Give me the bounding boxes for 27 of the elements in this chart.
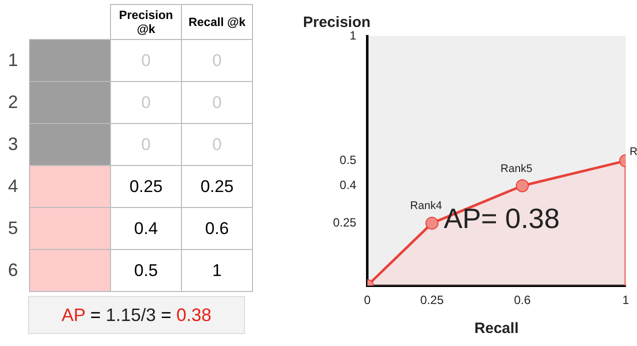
data-label: 0.25: [182, 166, 252, 208]
data-label: 0.25: [110, 166, 182, 208]
x-tick-label: 0: [364, 293, 372, 308]
y-tick-label: 0.4: [340, 178, 357, 192]
y-tick-label: 3: [7, 133, 20, 156]
x-tick-label: 0.6: [514, 293, 532, 308]
annotation: R: [630, 146, 637, 158]
x-tick-label: 1: [622, 293, 630, 308]
annotation: Rank4: [410, 200, 442, 212]
data-label: 0.4: [110, 208, 182, 250]
x-tick-label: Precision @k: [110, 4, 182, 40]
y-tick-label: 2: [7, 91, 20, 114]
text: AP = 1.15/3 = 0.38: [28, 296, 245, 334]
y-tick-label: 1: [7, 49, 20, 72]
data-label: 0.6: [182, 208, 252, 250]
y-tick-label: 0.5: [340, 153, 357, 168]
y-axis-title: Precision: [303, 14, 371, 31]
y-tick-label: 0.25: [332, 216, 357, 230]
annotation: AP= 0.38: [444, 203, 560, 234]
annotation: Rank5: [500, 162, 532, 175]
x-tick-label: 0.25: [420, 293, 444, 308]
y-tick-label: 4: [7, 175, 20, 198]
y-tick-label: 6: [7, 259, 20, 282]
y-tick-label: 5: [7, 217, 20, 240]
data-label: 0.5: [110, 250, 182, 292]
x-tick-label: Recall @k: [182, 4, 252, 40]
x-axis-title: Recall: [474, 320, 519, 338]
